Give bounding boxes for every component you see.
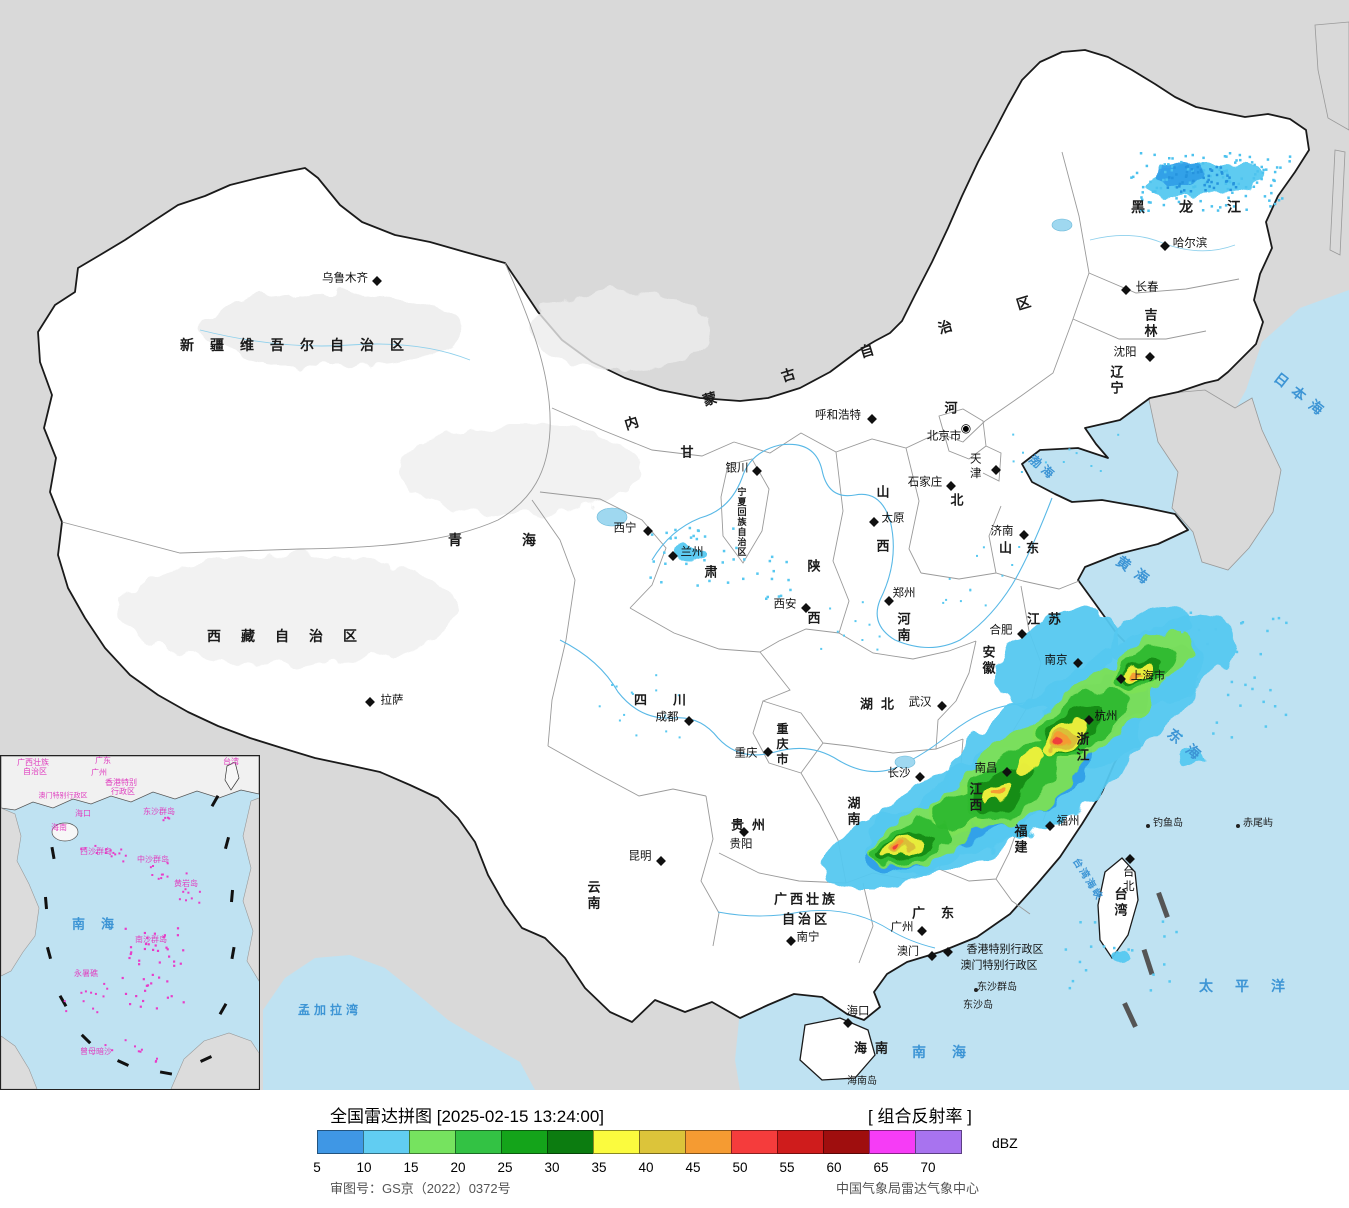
inset-island-label: 海口 — [75, 809, 91, 818]
dbz-cell — [639, 1130, 686, 1154]
dbz-value: 5 — [313, 1160, 321, 1175]
legend-panel: 全国雷达拼图 [2025-02-15 13:24:00] [ 组合反射率 ] 5… — [0, 1090, 1349, 1208]
china-radar-map: 新疆维吾尔自治区 西藏自治区 青海甘肃内蒙古自治区 黑龙江 吉林 辽宁河北山西山东 河南陕西… — [0, 0, 1349, 1090]
dbz-cell — [501, 1130, 548, 1154]
inset-svg — [1, 756, 259, 1089]
credit-label: 中国气象局雷达气象中心 — [836, 1181, 980, 1196]
inset-island-label: 香港特别 — [105, 778, 137, 787]
radar-speckles — [598, 152, 1292, 992]
nine-dash-line-main — [1122, 891, 1170, 1028]
dbz-cell — [869, 1130, 916, 1154]
inset-island-label: 东沙群岛 — [143, 807, 175, 816]
dbz-value: 45 — [685, 1160, 701, 1175]
dbz-cell — [685, 1130, 732, 1154]
inset-sea-label: 南海 — [71, 916, 131, 932]
inset-island-label: 西沙群岛 — [80, 847, 112, 856]
inset-hainan — [51, 822, 79, 842]
dbz-cell — [823, 1130, 870, 1154]
inset-island-label: 自治区 — [23, 767, 47, 776]
inset-island-label: 永暑礁 — [74, 969, 98, 978]
inset-malay — [1, 1035, 38, 1089]
dbz-value: 25 — [497, 1160, 513, 1175]
dbz-unit-label: dBZ — [992, 1135, 1018, 1151]
inset-island-label: 广东 — [95, 756, 111, 765]
dbz-cell — [915, 1130, 962, 1154]
inset-island-label: 南沙群岛 — [135, 935, 167, 944]
product-label: [ 组合反射率 ] — [868, 1107, 972, 1126]
japan-islands — [1314, 21, 1349, 256]
dbz-value: 50 — [732, 1160, 748, 1175]
dbz-value: 70 — [920, 1160, 936, 1175]
dbz-cell — [363, 1130, 410, 1154]
dbz-cell — [731, 1130, 778, 1154]
dbz-cell — [593, 1130, 640, 1154]
inset-island-label: 广西壮族 — [17, 758, 49, 767]
approval-number: 审图号：GS京（2022）0372号 — [330, 1181, 511, 1196]
nine-dash-line-inset — [43, 795, 236, 1076]
dbz-cell — [777, 1130, 824, 1154]
radar-echoes — [672, 163, 1263, 961]
inset-vietnam — [1, 807, 40, 977]
inset-island-speckles — [63, 816, 201, 1063]
dbz-value: 20 — [450, 1160, 466, 1175]
inset-island-label: 广州 — [91, 768, 107, 777]
inset-island-label: 海南 — [51, 823, 67, 832]
inset-china-coast — [1, 756, 259, 811]
inset-island-label: 曾母暗沙 — [80, 1047, 112, 1056]
dbz-colorbar — [317, 1130, 962, 1154]
dbz-value: 60 — [826, 1160, 842, 1175]
dbz-value: 30 — [544, 1160, 560, 1175]
inset-island-label: 行政区 — [111, 787, 135, 796]
inset-philippines — [242, 797, 259, 982]
rivers — [199, 235, 1236, 949]
dbz-value: 55 — [779, 1160, 795, 1175]
dbz-cell — [455, 1130, 502, 1154]
inset-borneo — [170, 1032, 259, 1089]
inset-taiwan — [224, 761, 240, 791]
dbz-cell — [317, 1130, 364, 1154]
dbz-value: 40 — [638, 1160, 654, 1175]
map-title: 全国雷达拼图 [2025-02-15 13:24:00] — [330, 1107, 605, 1126]
dbz-value: 15 — [403, 1160, 419, 1175]
inset-island-label: 澳门特别行政区 — [38, 792, 88, 800]
dbz-value: 10 — [356, 1160, 372, 1175]
south-china-sea-inset: 广西壮族 自治区 广东广州 香港特别 行政区澳门特别行政区 台湾东沙群岛 海口 海南西沙群岛中… — [0, 755, 260, 1090]
lakes — [596, 218, 1073, 769]
dbz-cell — [547, 1130, 594, 1154]
inset-island-label: 黄岩岛 — [174, 879, 198, 888]
dbz-value: 65 — [873, 1160, 889, 1175]
dbz-cell — [409, 1130, 456, 1154]
inset-island-label: 中沙群岛 — [137, 855, 169, 864]
korea-landmass — [1147, 389, 1282, 571]
terrain-shading — [120, 290, 710, 665]
dbz-value: 35 — [591, 1160, 607, 1175]
ocean-bay-of-bengal — [263, 955, 535, 1090]
inset-island-label: 台湾 — [223, 757, 239, 766]
